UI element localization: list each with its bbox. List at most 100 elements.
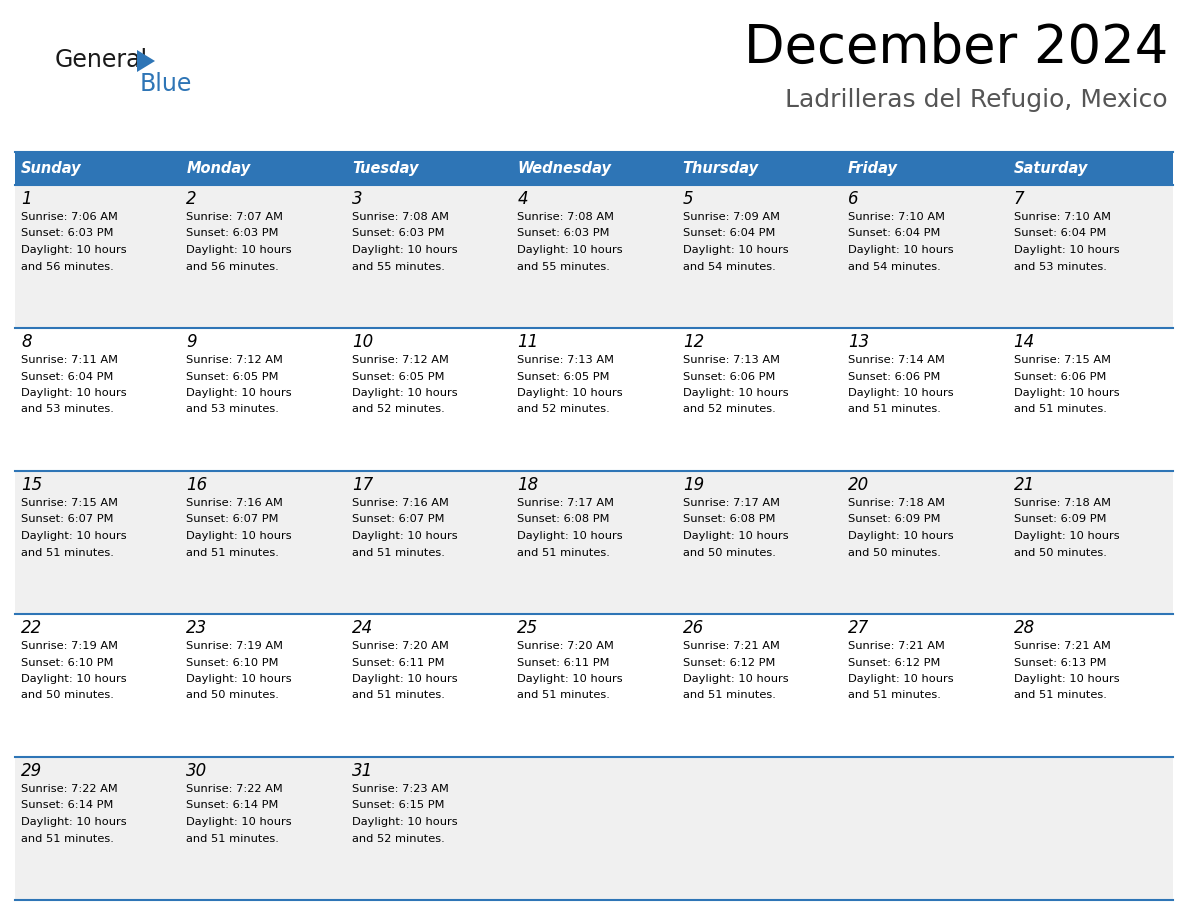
Text: 21: 21 (1013, 476, 1035, 494)
Text: General: General (55, 48, 148, 72)
Text: and 54 minutes.: and 54 minutes. (683, 262, 776, 272)
Text: Thursday: Thursday (683, 161, 759, 176)
Text: Daylight: 10 hours: Daylight: 10 hours (187, 388, 292, 398)
Text: 17: 17 (352, 476, 373, 494)
Text: and 55 minutes.: and 55 minutes. (517, 262, 611, 272)
Text: Sunrise: 7:17 AM: Sunrise: 7:17 AM (683, 498, 779, 508)
Text: Daylight: 10 hours: Daylight: 10 hours (517, 388, 623, 398)
Text: Sunrise: 7:11 AM: Sunrise: 7:11 AM (21, 355, 118, 365)
Text: and 50 minutes.: and 50 minutes. (848, 547, 941, 557)
Text: Sunrise: 7:22 AM: Sunrise: 7:22 AM (187, 784, 283, 794)
Bar (15, 757, 1173, 900)
Text: Daylight: 10 hours: Daylight: 10 hours (187, 245, 292, 255)
Text: Sunrise: 7:12 AM: Sunrise: 7:12 AM (187, 355, 283, 365)
Bar (346, 152, 511, 185)
Text: and 51 minutes.: and 51 minutes. (683, 690, 776, 700)
Text: Sunset: 6:12 PM: Sunset: 6:12 PM (848, 657, 941, 667)
Text: 4: 4 (517, 190, 527, 208)
Text: Daylight: 10 hours: Daylight: 10 hours (848, 388, 954, 398)
Text: Sunset: 6:04 PM: Sunset: 6:04 PM (848, 229, 941, 239)
Text: and 51 minutes.: and 51 minutes. (848, 405, 941, 415)
Text: and 51 minutes.: and 51 minutes. (352, 690, 444, 700)
Bar (15, 471, 1173, 614)
Text: Sunset: 6:06 PM: Sunset: 6:06 PM (683, 372, 775, 382)
Text: and 51 minutes.: and 51 minutes. (1013, 690, 1106, 700)
Text: Wednesday: Wednesday (517, 161, 612, 176)
Text: 23: 23 (187, 619, 208, 637)
Text: Sunrise: 7:09 AM: Sunrise: 7:09 AM (683, 212, 779, 222)
Text: Daylight: 10 hours: Daylight: 10 hours (848, 245, 954, 255)
Text: Sunrise: 7:18 AM: Sunrise: 7:18 AM (848, 498, 946, 508)
Text: and 51 minutes.: and 51 minutes. (848, 690, 941, 700)
Text: Sunrise: 7:14 AM: Sunrise: 7:14 AM (848, 355, 944, 365)
Text: Sunrise: 7:21 AM: Sunrise: 7:21 AM (683, 641, 779, 651)
Polygon shape (137, 50, 154, 72)
Text: 8: 8 (21, 333, 32, 351)
Text: Sunrise: 7:08 AM: Sunrise: 7:08 AM (517, 212, 614, 222)
Text: 3: 3 (352, 190, 362, 208)
Text: 10: 10 (352, 333, 373, 351)
Text: Sunrise: 7:13 AM: Sunrise: 7:13 AM (517, 355, 614, 365)
Text: Daylight: 10 hours: Daylight: 10 hours (352, 531, 457, 541)
Text: 28: 28 (1013, 619, 1035, 637)
Text: Sunset: 6:08 PM: Sunset: 6:08 PM (683, 514, 776, 524)
Text: 30: 30 (187, 762, 208, 780)
Text: Sunset: 6:11 PM: Sunset: 6:11 PM (517, 657, 609, 667)
Text: 19: 19 (683, 476, 704, 494)
Text: Sunset: 6:04 PM: Sunset: 6:04 PM (21, 372, 113, 382)
Text: Sunset: 6:10 PM: Sunset: 6:10 PM (187, 657, 279, 667)
Text: and 51 minutes.: and 51 minutes. (21, 547, 114, 557)
Text: Sunrise: 7:15 AM: Sunrise: 7:15 AM (21, 498, 118, 508)
Text: 29: 29 (21, 762, 43, 780)
Text: Sunset: 6:05 PM: Sunset: 6:05 PM (352, 372, 444, 382)
Text: Daylight: 10 hours: Daylight: 10 hours (517, 531, 623, 541)
Text: Daylight: 10 hours: Daylight: 10 hours (683, 674, 789, 684)
Text: Sunday: Sunday (21, 161, 82, 176)
Bar (677, 152, 842, 185)
Text: and 51 minutes.: and 51 minutes. (187, 547, 279, 557)
Text: and 51 minutes.: and 51 minutes. (187, 834, 279, 844)
Text: Daylight: 10 hours: Daylight: 10 hours (517, 245, 623, 255)
Text: Ladrilleras del Refugio, Mexico: Ladrilleras del Refugio, Mexico (785, 88, 1168, 112)
Text: and 53 minutes.: and 53 minutes. (21, 405, 114, 415)
Text: Sunset: 6:03 PM: Sunset: 6:03 PM (517, 229, 609, 239)
Text: Sunrise: 7:20 AM: Sunrise: 7:20 AM (517, 641, 614, 651)
Text: Sunset: 6:06 PM: Sunset: 6:06 PM (848, 372, 941, 382)
Text: Sunset: 6:09 PM: Sunset: 6:09 PM (848, 514, 941, 524)
Text: Sunrise: 7:16 AM: Sunrise: 7:16 AM (352, 498, 449, 508)
Text: Sunset: 6:05 PM: Sunset: 6:05 PM (187, 372, 279, 382)
Text: Sunset: 6:13 PM: Sunset: 6:13 PM (1013, 657, 1106, 667)
Text: and 50 minutes.: and 50 minutes. (1013, 547, 1106, 557)
Text: 5: 5 (683, 190, 694, 208)
Text: Daylight: 10 hours: Daylight: 10 hours (683, 388, 789, 398)
Text: Sunrise: 7:06 AM: Sunrise: 7:06 AM (21, 212, 118, 222)
Text: Sunset: 6:03 PM: Sunset: 6:03 PM (21, 229, 114, 239)
Text: Daylight: 10 hours: Daylight: 10 hours (21, 245, 127, 255)
Text: Sunrise: 7:08 AM: Sunrise: 7:08 AM (352, 212, 449, 222)
Text: and 56 minutes.: and 56 minutes. (21, 262, 114, 272)
Text: Sunrise: 7:23 AM: Sunrise: 7:23 AM (352, 784, 449, 794)
Text: and 51 minutes.: and 51 minutes. (21, 834, 114, 844)
Text: Saturday: Saturday (1013, 161, 1088, 176)
Text: 15: 15 (21, 476, 43, 494)
Text: Daylight: 10 hours: Daylight: 10 hours (21, 531, 127, 541)
Text: and 50 minutes.: and 50 minutes. (21, 690, 114, 700)
Text: 27: 27 (848, 619, 870, 637)
Text: 14: 14 (1013, 333, 1035, 351)
Text: 18: 18 (517, 476, 538, 494)
Text: Daylight: 10 hours: Daylight: 10 hours (1013, 674, 1119, 684)
Text: Daylight: 10 hours: Daylight: 10 hours (1013, 245, 1119, 255)
Text: 22: 22 (21, 619, 43, 637)
Text: 24: 24 (352, 619, 373, 637)
Text: Sunrise: 7:21 AM: Sunrise: 7:21 AM (848, 641, 944, 651)
Bar (842, 152, 1007, 185)
Text: Daylight: 10 hours: Daylight: 10 hours (517, 674, 623, 684)
Text: Daylight: 10 hours: Daylight: 10 hours (352, 388, 457, 398)
Text: Daylight: 10 hours: Daylight: 10 hours (21, 817, 127, 827)
Text: Daylight: 10 hours: Daylight: 10 hours (187, 531, 292, 541)
Text: Sunrise: 7:19 AM: Sunrise: 7:19 AM (187, 641, 284, 651)
Bar (1007, 152, 1173, 185)
Text: Sunset: 6:15 PM: Sunset: 6:15 PM (352, 800, 444, 811)
Bar (15, 328, 1173, 471)
Text: Sunset: 6:03 PM: Sunset: 6:03 PM (187, 229, 279, 239)
